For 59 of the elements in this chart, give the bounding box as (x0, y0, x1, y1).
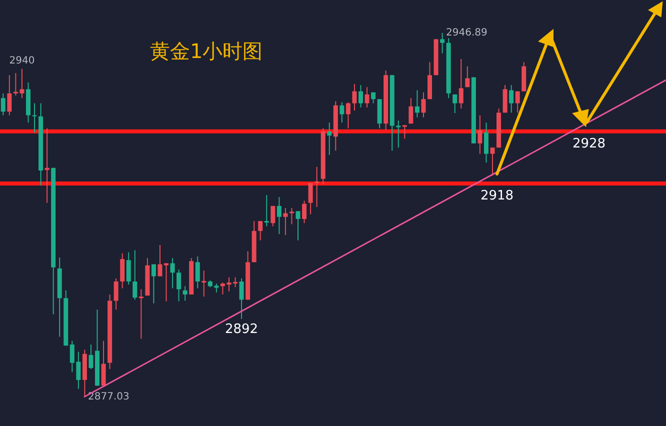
candlestick (402, 124, 407, 140)
candlestick (88, 344, 94, 370)
candlestick (202, 270, 206, 298)
candlestick (7, 74, 12, 116)
candlestick (32, 102, 37, 133)
candlestick (264, 194, 269, 227)
candlestick (509, 84, 514, 114)
candlestick (120, 252, 125, 289)
candlestick (327, 122, 332, 156)
candlestick (421, 92, 426, 118)
ref-line-label: 2928 (572, 136, 606, 152)
candlestick (408, 98, 414, 124)
candlestick (126, 252, 131, 286)
candlestick (114, 278, 118, 310)
candlestick (440, 32, 445, 54)
candlestick (0, 92, 6, 116)
candlestick (346, 102, 350, 129)
candlestick (195, 256, 200, 289)
ref-line-label: 2918 (480, 188, 514, 204)
annotation: 2946.89 (446, 28, 488, 39)
candlestick (258, 220, 263, 241)
candlestick (340, 102, 344, 124)
candlestick (132, 250, 138, 300)
candlestick (182, 286, 188, 302)
annotation: 2877.03 (88, 392, 130, 403)
candlestick (428, 62, 432, 100)
candlestick (296, 210, 300, 241)
candlestick (302, 200, 307, 224)
candlestick (101, 340, 106, 386)
candlestick (176, 269, 182, 302)
chart-title: 黄金1小时图 (150, 38, 263, 65)
candlestick (151, 264, 156, 304)
candlestick (358, 84, 364, 108)
candlestick (484, 122, 488, 164)
candlestick (502, 84, 508, 114)
candlestick (396, 120, 401, 148)
candlestick (170, 258, 175, 289)
candlestick (138, 288, 144, 340)
candlestick (270, 205, 276, 227)
candlestick (44, 128, 50, 204)
candlestick (364, 86, 370, 108)
candlestick (283, 208, 288, 236)
annotation: 2940 (9, 56, 35, 67)
annotation: 2892 (224, 322, 258, 337)
candlestick (452, 94, 458, 114)
candlestick (352, 84, 357, 112)
candlestick (458, 58, 464, 109)
candlestick (414, 90, 420, 118)
candlestick (465, 66, 470, 88)
candlestick (490, 147, 495, 176)
candlestick (478, 114, 482, 154)
candlestick (289, 208, 294, 225)
candlestick (158, 244, 162, 277)
candlestick (515, 90, 520, 114)
candlestick (314, 166, 320, 208)
candlestick (308, 182, 313, 215)
candlestick (239, 278, 244, 320)
candlestick (164, 262, 169, 302)
candlestick (276, 196, 282, 235)
